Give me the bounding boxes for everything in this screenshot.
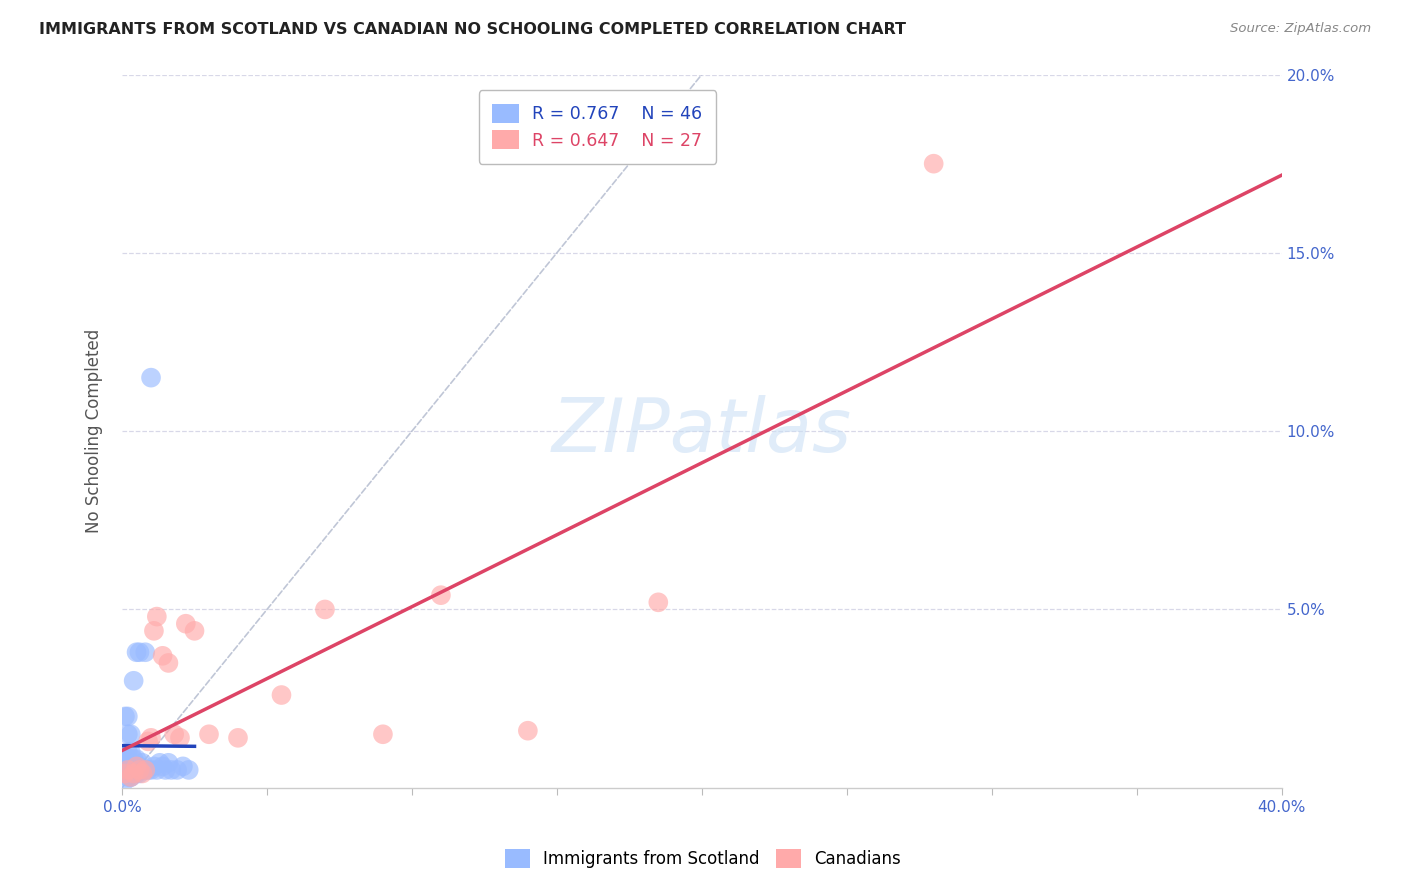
Point <box>152 759 174 773</box>
Point <box>226 731 249 745</box>
Point <box>139 731 162 745</box>
Point <box>122 766 145 780</box>
Point <box>125 759 148 773</box>
Point <box>114 748 136 763</box>
Y-axis label: No Schooling Completed: No Schooling Completed <box>86 329 103 533</box>
Text: Source: ZipAtlas.com: Source: ZipAtlas.com <box>1230 22 1371 36</box>
Point <box>114 709 136 723</box>
Point <box>172 759 194 773</box>
Point <box>134 763 156 777</box>
Point <box>128 763 150 777</box>
Point <box>131 763 153 777</box>
Point <box>647 595 669 609</box>
Point <box>139 370 162 384</box>
Point <box>125 645 148 659</box>
Point <box>149 756 172 770</box>
Point <box>120 770 142 784</box>
Point <box>125 766 148 780</box>
Point <box>120 770 142 784</box>
Point <box>314 602 336 616</box>
Point <box>177 763 200 777</box>
Text: IMMIGRANTS FROM SCOTLAND VS CANADIAN NO SCHOOLING COMPLETED CORRELATION CHART: IMMIGRANTS FROM SCOTLAND VS CANADIAN NO … <box>39 22 907 37</box>
Point <box>139 763 162 777</box>
Point <box>155 763 177 777</box>
Point <box>142 759 165 773</box>
Point <box>157 756 180 770</box>
Point <box>430 588 453 602</box>
Point <box>117 759 139 773</box>
Point <box>134 645 156 659</box>
Point <box>125 759 148 773</box>
Point <box>117 770 139 784</box>
Point <box>146 763 169 777</box>
Point <box>114 763 136 777</box>
Point <box>128 645 150 659</box>
Point <box>169 731 191 745</box>
Point <box>922 156 945 170</box>
Point <box>134 763 156 777</box>
Point <box>516 723 538 738</box>
Point <box>125 752 148 766</box>
Point <box>131 766 153 780</box>
Point <box>122 673 145 688</box>
Point <box>117 745 139 759</box>
Point <box>120 756 142 770</box>
Point <box>136 734 159 748</box>
Point <box>128 766 150 780</box>
Point <box>174 616 197 631</box>
Point <box>114 766 136 780</box>
Point <box>117 766 139 780</box>
Point <box>152 648 174 663</box>
Point <box>166 763 188 777</box>
Point <box>122 766 145 780</box>
Point <box>117 763 139 777</box>
Point <box>120 745 142 759</box>
Point <box>270 688 292 702</box>
Point <box>371 727 394 741</box>
Point <box>142 624 165 638</box>
Point <box>120 727 142 741</box>
Point <box>160 763 183 777</box>
Point <box>157 656 180 670</box>
Point <box>122 759 145 773</box>
Point <box>146 609 169 624</box>
Text: ZIPatlas: ZIPatlas <box>551 395 852 467</box>
Point <box>163 727 186 741</box>
Point <box>128 759 150 773</box>
Point <box>122 752 145 766</box>
Point <box>117 727 139 741</box>
Point <box>117 752 139 766</box>
Legend: Immigrants from Scotland, Canadians: Immigrants from Scotland, Canadians <box>498 843 908 875</box>
Point <box>136 763 159 777</box>
Point <box>131 756 153 770</box>
Point <box>117 709 139 723</box>
Point <box>183 624 205 638</box>
Point <box>114 773 136 788</box>
Point <box>120 763 142 777</box>
Point <box>114 756 136 770</box>
Legend: R = 0.767    N = 46, R = 0.647    N = 27: R = 0.767 N = 46, R = 0.647 N = 27 <box>478 90 717 163</box>
Point <box>198 727 221 741</box>
Point <box>120 770 142 784</box>
